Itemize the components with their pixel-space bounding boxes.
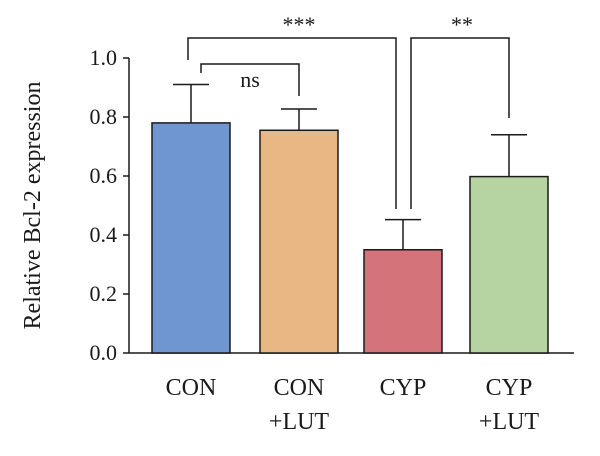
- y-tick-label: 1.0: [90, 45, 118, 70]
- significance-label-2: **: [451, 12, 473, 37]
- x-tick-label-3-0: CYP: [486, 375, 533, 401]
- x-tick-label-3-1: +LUT: [479, 409, 540, 435]
- y-tick-label: 0.2: [90, 281, 118, 306]
- significance-bracket-0: [200, 63, 300, 96]
- y-tick-label: 0.8: [90, 104, 118, 129]
- bar-3: [469, 175, 549, 354]
- significance-label-0: ns: [240, 67, 260, 92]
- bar-1: [259, 129, 339, 354]
- x-tick-label-2-0: CYP: [380, 375, 427, 401]
- y-axis-label: Relative Bcl-2 expression: [20, 82, 46, 330]
- y-tick-label: 0.0: [90, 340, 118, 365]
- x-tick-label-1-0: CON: [274, 375, 325, 401]
- significance-bracket-2: [410, 37, 510, 209]
- y-tick-label: 0.6: [90, 163, 118, 188]
- y-tick-label: 0.4: [90, 222, 118, 247]
- significance-bracket-1: [187, 37, 397, 209]
- x-tick-label-1-1: +LUT: [269, 409, 330, 435]
- bar-2: [363, 249, 443, 354]
- bar-0: [151, 122, 231, 354]
- significance-label-1: ***: [283, 12, 316, 37]
- x-tick-label-0-0: CON: [166, 375, 217, 401]
